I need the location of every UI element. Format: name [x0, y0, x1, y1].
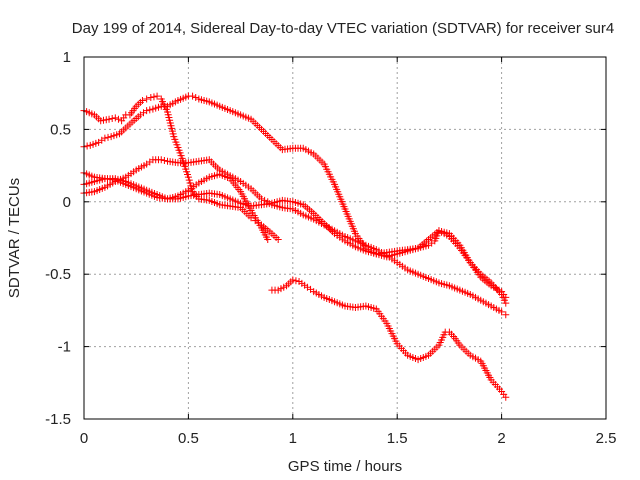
data-point — [184, 173, 192, 181]
y-tick-label: -0.5 — [45, 266, 71, 283]
data-point — [138, 96, 146, 104]
y-tick-label: -1.5 — [45, 411, 71, 428]
y-axis-label: SDTVAR / TECUs — [6, 178, 23, 298]
data-point — [292, 277, 300, 285]
data-point — [289, 276, 297, 284]
data-point — [146, 106, 154, 114]
series-track-6 — [268, 276, 510, 401]
data-point — [264, 235, 272, 243]
data-point — [261, 196, 269, 204]
x-tick-label: 2 — [497, 430, 505, 447]
chart-title: Day 199 of 2014, Sidereal Day-to-day VTE… — [72, 20, 614, 37]
x-tick-label: 2.5 — [596, 430, 617, 447]
series-track-3 — [80, 156, 510, 319]
data-point — [150, 93, 158, 101]
y-tick-label: 1 — [63, 49, 71, 66]
x-axis-label: GPS time / hours — [288, 458, 402, 475]
y-tick-label: 0 — [63, 194, 71, 211]
data-point — [114, 115, 122, 123]
y-tick-label: -1 — [58, 339, 71, 356]
data-point — [108, 115, 116, 123]
data-point — [498, 290, 506, 298]
data-point — [143, 95, 151, 103]
data-point — [185, 176, 193, 184]
series-track-1 — [80, 92, 282, 243]
series-track-5 — [80, 175, 510, 307]
x-axis-ticks: 0 0.5 1 1.5 2 2.5 — [80, 57, 617, 447]
data-point — [105, 115, 113, 123]
data-point — [500, 296, 508, 304]
data-point — [502, 299, 510, 307]
data-point — [499, 293, 507, 301]
plot-frame — [83, 56, 607, 420]
data-point — [153, 92, 161, 100]
data-point — [147, 94, 155, 102]
x-tick-label: 0 — [80, 430, 88, 447]
data-point — [101, 134, 109, 142]
data-point — [160, 157, 168, 165]
y-axis-ticks: 1 0.5 0 -0.5 -1 -1.5 — [45, 49, 606, 428]
data-point — [498, 308, 506, 316]
x-tick-label: 1 — [289, 430, 297, 447]
data-point — [143, 107, 151, 115]
y-tick-label: 0.5 — [50, 121, 71, 138]
data-point — [274, 235, 282, 243]
data-point — [192, 94, 200, 102]
data-points — [80, 92, 510, 401]
data-point — [502, 393, 510, 401]
data-point — [157, 156, 165, 164]
data-point — [111, 114, 119, 122]
x-tick-label: 0.5 — [178, 430, 199, 447]
data-point — [83, 142, 91, 150]
series-track-2 — [80, 92, 510, 301]
data-point — [189, 92, 197, 100]
data-point — [104, 133, 112, 141]
data-point — [186, 179, 194, 187]
x-tick-label: 1.5 — [387, 430, 408, 447]
data-point — [502, 311, 510, 319]
